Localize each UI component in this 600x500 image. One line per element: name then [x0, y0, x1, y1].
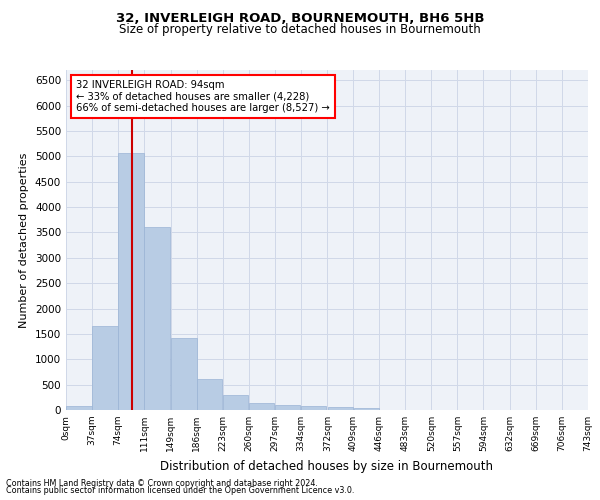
Bar: [144, 228, 170, 410]
Bar: [301, 406, 326, 410]
Bar: [353, 408, 379, 410]
Bar: [118, 152, 144, 410]
Bar: [171, 338, 197, 410]
Bar: [275, 405, 301, 410]
Bar: [92, 326, 118, 410]
Bar: [66, 406, 92, 410]
X-axis label: Distribution of detached houses by size in Bournemouth: Distribution of detached houses by size …: [161, 460, 493, 472]
Bar: [223, 395, 248, 410]
Text: 32 INVERLEIGH ROAD: 94sqm
← 33% of detached houses are smaller (4,228)
66% of se: 32 INVERLEIGH ROAD: 94sqm ← 33% of detac…: [76, 80, 330, 114]
Text: Contains public sector information licensed under the Open Government Licence v3: Contains public sector information licen…: [6, 486, 355, 495]
Text: Size of property relative to detached houses in Bournemouth: Size of property relative to detached ho…: [119, 22, 481, 36]
Bar: [249, 403, 274, 410]
Bar: [197, 378, 223, 410]
Y-axis label: Number of detached properties: Number of detached properties: [19, 152, 29, 328]
Bar: [328, 407, 353, 410]
Text: Contains HM Land Registry data © Crown copyright and database right 2024.: Contains HM Land Registry data © Crown c…: [6, 478, 318, 488]
Text: 32, INVERLEIGH ROAD, BOURNEMOUTH, BH6 5HB: 32, INVERLEIGH ROAD, BOURNEMOUTH, BH6 5H…: [116, 12, 484, 26]
